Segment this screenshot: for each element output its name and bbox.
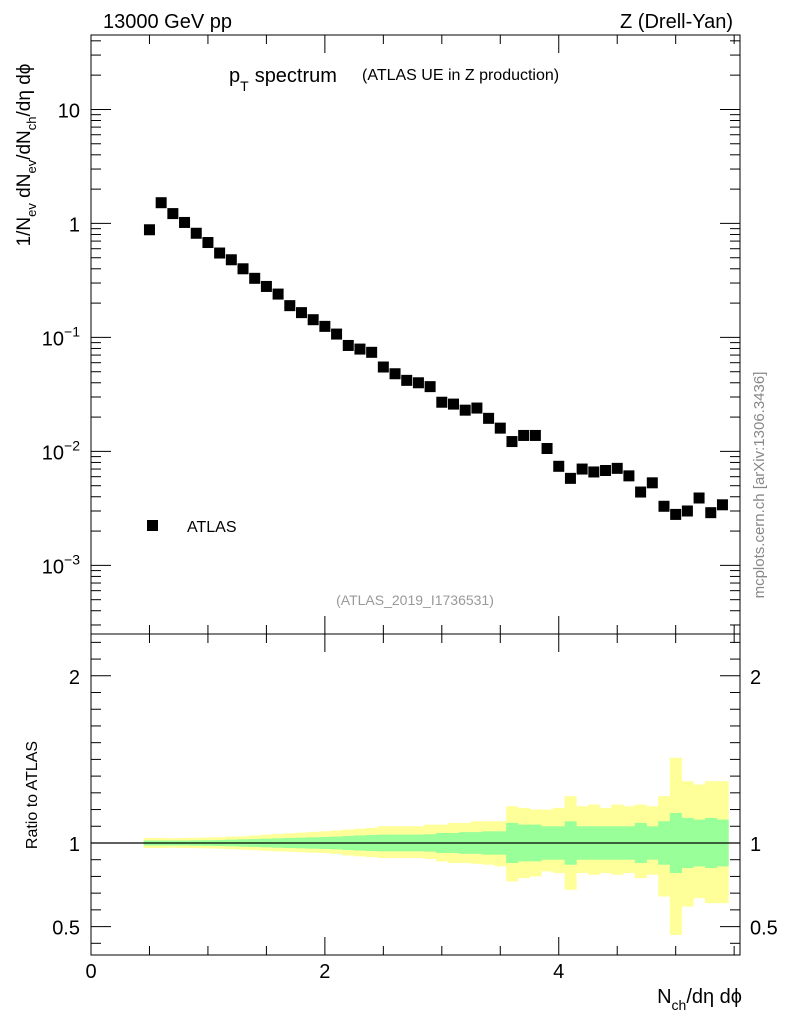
data-point [623, 470, 635, 482]
data-point [693, 492, 705, 504]
data-point [670, 508, 682, 520]
legend-marker [147, 520, 158, 531]
data-point [389, 368, 401, 380]
data-point [155, 197, 167, 209]
header-energy: 13000 GeV pp [103, 11, 232, 33]
data-point [202, 237, 214, 249]
data-point [319, 320, 331, 332]
xlabel-part: /dη dϕ [686, 986, 742, 1008]
data-point [483, 412, 495, 424]
data-point [260, 280, 272, 292]
y-tick-label: 10−1 [42, 323, 80, 350]
data-point [179, 216, 191, 228]
data-point [681, 505, 693, 517]
ratio-y-tick-label: 2 [69, 667, 80, 689]
data-point [529, 429, 541, 441]
watermark: mcplots.cern.ch [arXiv:1306.3436] [751, 372, 768, 599]
ratio-y-tick-label: 0.5 [750, 918, 778, 940]
ratio-y-tick-label: 2 [750, 667, 761, 689]
title-sub: T [240, 78, 249, 94]
data-points [143, 197, 728, 520]
data-point [307, 314, 319, 326]
ratio-ylabel: Ratio to ATLAS [24, 741, 41, 849]
xlabel: Nch/dη dϕ [657, 986, 742, 1013]
data-point [658, 500, 670, 512]
ylabel-sub: ev [24, 203, 39, 217]
header-process: Z (Drell-Yan) [620, 11, 733, 33]
xlabel-part: N [657, 986, 671, 1008]
data-point [611, 462, 623, 474]
data-point [471, 402, 483, 414]
y-tick-label: 1 [69, 214, 80, 236]
top-frame [90, 34, 741, 635]
data-point [564, 472, 576, 484]
analysis-id: (ATLAS_2019_I1736531) [336, 592, 494, 608]
ratio-y-tick-label: 1 [69, 834, 80, 856]
y-tick-label: 10 [58, 100, 80, 122]
data-point [284, 300, 296, 312]
top-ticks: 10−3 10−2 10−1 1 10 [42, 35, 740, 634]
ylabel-part: /dN [14, 130, 35, 160]
data-point [553, 460, 565, 472]
data-point [167, 208, 179, 220]
legend-label: ATLAS [187, 519, 237, 536]
data-point [295, 307, 307, 319]
data-point [143, 224, 155, 236]
ratio-ticks: 0.5 0.5 1 1 2 2 0 2 4 [52, 634, 778, 983]
data-point [448, 398, 460, 410]
data-point [424, 381, 436, 393]
data-point [412, 377, 424, 389]
data-point [377, 361, 389, 373]
ylabel-sub: ev [24, 159, 39, 173]
y-tick-label: 10−3 [42, 551, 80, 578]
ylabel-sub: ch [24, 116, 39, 130]
data-point [342, 339, 354, 351]
data-point [716, 499, 728, 511]
data-point [225, 254, 237, 266]
data-point [249, 272, 261, 284]
data-point [459, 404, 471, 416]
ylabel-part: 1/N [14, 217, 35, 247]
data-point [646, 477, 658, 489]
data-point [366, 346, 378, 358]
ratio-bands [91, 757, 740, 935]
data-point [576, 463, 588, 475]
data-point [705, 507, 717, 519]
data-point [600, 464, 612, 476]
ylabel-part: /dη dϕ [14, 64, 35, 117]
title-note: (ATLAS UE in Z production) [362, 67, 559, 84]
x-tick-label: 2 [319, 961, 330, 983]
data-point [506, 436, 518, 448]
ratio-y-tick-label: 1 [750, 834, 761, 856]
xlabel-sub: ch [672, 997, 687, 1013]
data-point [494, 422, 506, 434]
data-point [190, 227, 202, 239]
ylabel-part: dN [14, 174, 35, 204]
ratio-y-tick-label: 0.5 [52, 918, 80, 940]
data-point [237, 263, 249, 275]
ratio-frame [90, 633, 741, 956]
y-tick-label: 10−2 [42, 437, 80, 464]
x-tick-label: 0 [85, 961, 96, 983]
data-point [401, 374, 413, 386]
plot-title: pT spectrum [229, 65, 337, 94]
data-point [518, 429, 530, 441]
title-p: p [229, 65, 240, 87]
title-spectrum: spectrum [255, 65, 337, 87]
data-point [214, 247, 226, 259]
data-point [331, 328, 343, 340]
data-point [635, 486, 647, 498]
data-point [588, 466, 600, 478]
data-point [436, 396, 448, 408]
x-tick-label: 4 [553, 961, 564, 983]
data-point [354, 343, 366, 355]
data-point [541, 443, 553, 455]
data-point [272, 288, 284, 300]
top-ylabel: 1/Nev dNev/dNch/dη dϕ [14, 64, 39, 247]
